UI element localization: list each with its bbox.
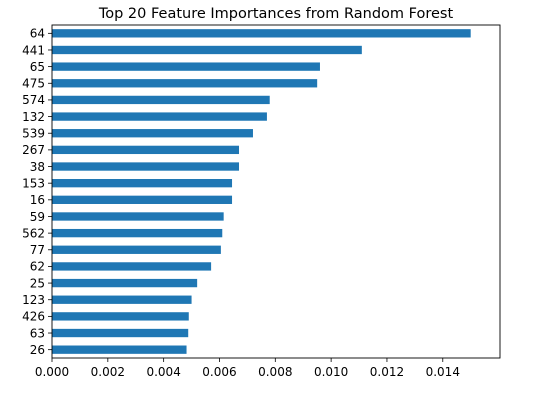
x-axis-ticks: 0.000 0.002 0.004 0.006 0.008 0.010 0.012 0.014 [35,358,460,379]
bar-62 [52,262,212,271]
chart-title: Top 20 Feature Importances from Random F… [98,6,454,22]
x-tick-label: 0.004 [146,365,180,379]
bar-539 [52,129,253,138]
x-tick-label: 0.002 [91,365,125,379]
y-tick-label: 65 [30,60,45,74]
y-tick-label: 539 [22,127,45,141]
y-tick-label: 59 [30,210,45,224]
y-tick-label: 562 [22,226,45,240]
bar-59 [52,212,224,221]
bars-group [52,29,471,354]
bar-63 [52,328,189,338]
y-tick-label: 38 [30,160,45,174]
x-tick-label: 0.008 [258,365,292,379]
y-tick-label: 16 [30,193,45,207]
bar-574 [52,95,270,105]
bar-562 [52,228,223,238]
x-tick-label: 0.006 [202,365,236,379]
bar-132 [52,112,267,121]
bar-16 [52,195,233,204]
bar-123 [52,295,192,304]
y-tick-label: 26 [30,343,45,357]
y-tick-label: 25 [30,276,45,290]
bar-26 [52,345,187,354]
y-tick-label: 64 [30,27,45,41]
y-tick-label: 63 [30,326,45,340]
y-axis-ticks: 64 441 65 475 574 132 539 267 38 153 16 59 562 77 62 25… [22,27,52,357]
y-tick-label: 267 [22,143,45,157]
bar-38 [52,162,240,171]
x-tick-label: 0.014 [426,365,460,379]
y-tick-label: 426 [22,310,45,324]
bar-25 [52,278,198,288]
y-tick-label: 153 [22,176,45,190]
plot-frame [51,24,501,359]
x-tick-label: 0.010 [314,365,348,379]
bar-441 [52,45,362,55]
y-tick-label: 123 [22,293,45,307]
bar-153 [52,179,233,188]
y-tick-label: 77 [30,243,45,257]
y-tick-label: 441 [22,43,45,57]
bar-64 [52,29,471,38]
bar-65 [52,62,320,71]
bar-475 [52,79,318,88]
y-tick-label: 62 [30,260,45,274]
x-tick-label: 0.012 [370,365,404,379]
y-tick-label: 475 [22,77,45,91]
y-tick-label: 132 [22,110,45,124]
x-tick-label: 0.000 [35,365,69,379]
bar-267 [52,145,240,155]
bar-77 [52,245,221,254]
bar-426 [52,312,189,321]
y-tick-label: 574 [22,93,45,107]
